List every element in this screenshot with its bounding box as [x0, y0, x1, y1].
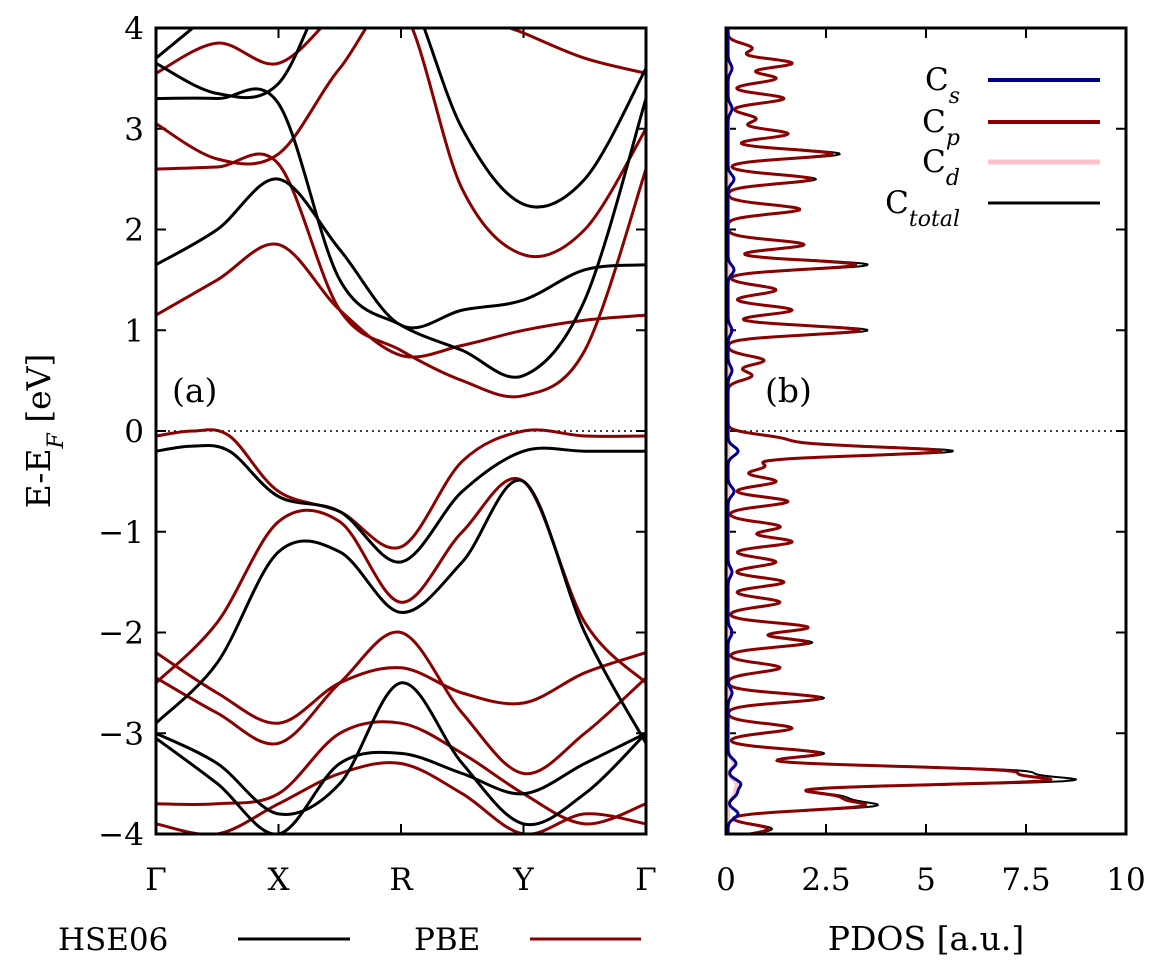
- pbe-band-line: [156, 28, 646, 75]
- pbe-band-line: [156, 428, 646, 550]
- pdos-legend-label: Ctotal: [885, 185, 960, 232]
- pbe-band-line: [156, 630, 646, 776]
- b-x-tick-label: 0: [716, 862, 736, 898]
- pbe-band-line: [156, 761, 646, 834]
- b-x-tick-label: 7.5: [1001, 862, 1050, 898]
- b-x-tick-label: 2.5: [801, 862, 850, 898]
- a-y-axis-label: E-EF [eV]: [19, 354, 69, 509]
- a-y-tick-label: −2: [98, 616, 144, 652]
- a-plot-frame: [154, 26, 648, 836]
- a-x-kpoint-label: R: [389, 862, 414, 898]
- a-y-tick-label: −4: [98, 817, 144, 853]
- a-y-tick-label: 2: [124, 213, 144, 249]
- a-panel-label: (a): [172, 371, 217, 410]
- pbe-band-line: [156, 651, 646, 725]
- a-y-ticks: −4 −3 −2 −1 0 1 2 3 4: [98, 11, 646, 853]
- pbe-band-line: [156, 242, 646, 359]
- hse06-band-line: [156, 28, 196, 60]
- a-y-tick-label: −1: [98, 515, 144, 551]
- hse06-band-line: [156, 87, 646, 379]
- a-x-kpoint-label: Y: [512, 862, 534, 898]
- a-band-lines: [156, 0, 646, 834]
- a-x-kpoint-label: Γ: [635, 862, 657, 898]
- hse06-band-line: [156, 681, 646, 827]
- a-y-tick-label: −3: [98, 716, 144, 752]
- pdos-c-s-line: [726, 28, 743, 834]
- hse06-band-line: [156, 443, 646, 564]
- a-x-kpoint-label: X: [267, 862, 289, 898]
- b-panel-label: (b): [765, 371, 812, 410]
- pbe-band-line: [156, 28, 646, 259]
- band-legend-label: PBE: [414, 922, 480, 958]
- pdos-legend-label: Cd: [922, 144, 960, 191]
- b-x-tick-label: 10: [1106, 862, 1145, 898]
- pbe-band-line: [156, 152, 646, 399]
- hse06-band-line: [303, 0, 377, 8]
- a-y-tick-label: 4: [124, 11, 144, 47]
- band-legend-label: HSE06: [58, 922, 168, 958]
- b-pdos-lines: [726, 28, 1077, 834]
- band-legend: HSE06 PBE: [58, 922, 641, 958]
- a-x-kpoint-label: Γ: [145, 862, 167, 898]
- hse06-band-line: [156, 28, 646, 209]
- pbe-band-line: [156, 477, 646, 684]
- b-x-tick-label: 5: [916, 862, 936, 898]
- a-y-tick-label: 0: [124, 414, 144, 450]
- hse06-band-line: [156, 478, 646, 745]
- pdos-legend-label: Cp: [922, 104, 960, 151]
- band-structure-panel: −4 −3 −2 −1 0 1 2 3 4 Γ X R Y Γ (a) E-EF [eV]: [19, 0, 657, 898]
- b-plot-frame: [724, 26, 1128, 836]
- b-x-ticks: 0 2.5 5 7.5 10: [716, 28, 1146, 898]
- hse06-band-line: [156, 731, 646, 834]
- b-x-axis-label: PDOS [a.u.]: [828, 919, 1024, 958]
- a-y-tick-label: 1: [124, 313, 144, 349]
- a-y-tick-label: 3: [124, 112, 144, 148]
- hse06-band-line: [156, 177, 646, 330]
- pdos-c-p-line: [726, 28, 1053, 834]
- pdos-legend-label: Cs: [925, 62, 960, 109]
